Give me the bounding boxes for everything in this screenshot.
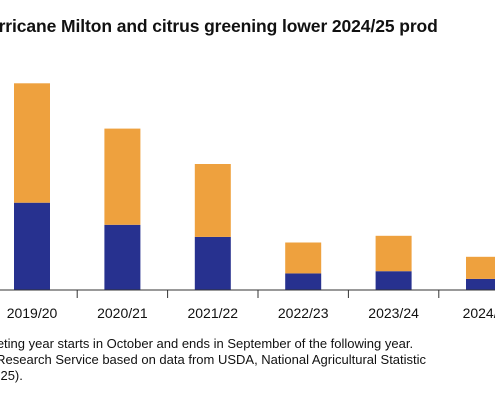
chart-title: urricane Milton and citrus greening lowe… <box>0 16 438 36</box>
x-tick-label-5: 2024/2 <box>463 305 495 321</box>
bar-segment-bottom-4 <box>375 271 412 290</box>
bar-segment-bottom-1 <box>104 224 141 290</box>
note-line-1: rketing year starts in October and ends … <box>0 336 414 351</box>
bar-segment-bottom-3 <box>285 273 322 290</box>
x-tick-label-0: 2019/20 <box>7 305 58 321</box>
bar-segment-top-2 <box>194 164 231 237</box>
bar-segment-bottom-0 <box>14 202 50 290</box>
note-line-2: c Research Service based on data from US… <box>0 352 427 367</box>
bar-segment-top-1 <box>104 128 141 225</box>
bar-segment-top-3 <box>285 242 322 274</box>
x-tick-label-3: 2022/23 <box>278 305 329 321</box>
bar-segment-top-0 <box>14 83 50 203</box>
x-tick-label-1: 2020/21 <box>97 305 148 321</box>
bar-segment-bottom-5 <box>466 278 495 290</box>
x-tick-label-4: 2023/24 <box>368 305 419 321</box>
bars-layer <box>14 83 495 290</box>
chart-notes: rketing year starts in October and ends … <box>0 336 426 384</box>
bar-segment-top-4 <box>375 235 412 272</box>
x-axis-ticks <box>76 290 440 298</box>
note-line-3: 2025). <box>0 368 23 383</box>
bar-segment-bottom-2 <box>194 236 231 290</box>
bar-segment-top-5 <box>466 256 495 279</box>
x-axis-tick-labels: 2019/20 2020/21 2021/22 2022/23 2023/24 2024/… <box>7 305 495 321</box>
x-tick-label-2: 2021/22 <box>187 305 238 321</box>
